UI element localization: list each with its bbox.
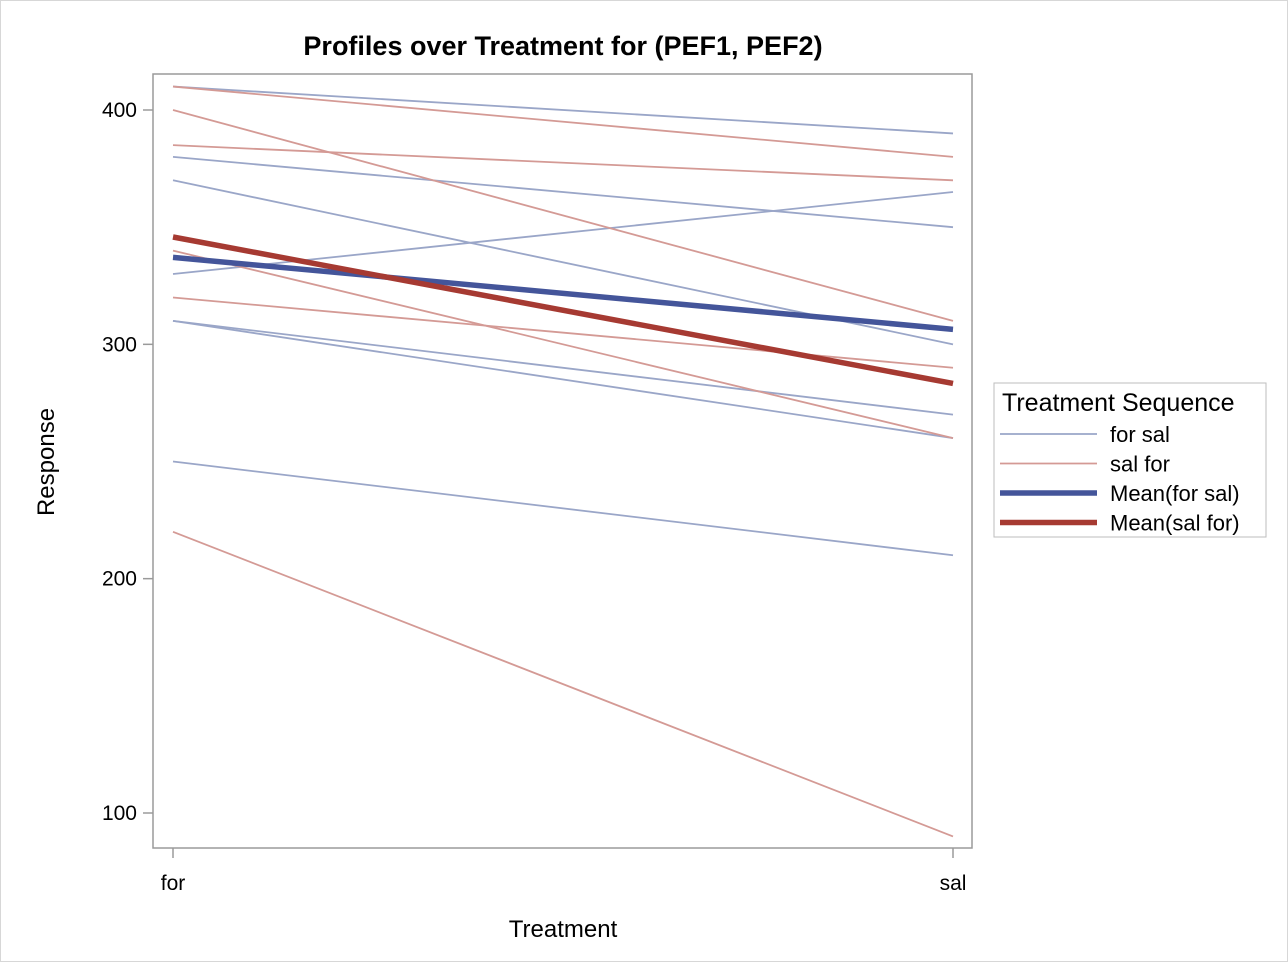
- legend-label-sal-for: sal for: [1110, 452, 1170, 477]
- profile-line-for-sal-2: [172, 155, 954, 229]
- x-axis: for sal: [161, 848, 967, 895]
- profile-line-sal-for-4: [172, 249, 954, 439]
- y-tick-label: 200: [102, 568, 137, 591]
- plot-area: [152, 73, 973, 849]
- legend-label-mean-for-sal: Mean(for sal): [1110, 481, 1240, 506]
- legend-label-mean-sal-for: Mean(sal for): [1110, 511, 1240, 536]
- profile-line-for-sal-5: [172, 320, 954, 416]
- y-tick-label: 300: [102, 333, 137, 356]
- x-axis-label: Treatment: [509, 916, 618, 943]
- profile-line-sal-for-2: [172, 109, 954, 322]
- legend-title: Treatment Sequence: [1002, 389, 1235, 417]
- series-lines: [172, 85, 954, 838]
- y-tick-label: 400: [102, 99, 137, 122]
- x-tick-label: for: [161, 872, 186, 895]
- profile-line-sal-for-1: [172, 85, 954, 158]
- chart-title: Profiles over Treatment for (PEF1, PEF2): [303, 31, 822, 61]
- mean-line-mean-for-sal: [172, 254, 954, 333]
- legend-box: [993, 382, 1267, 538]
- profile-line-sal-for-3: [172, 144, 954, 182]
- y-axis: 100 200 300 400: [102, 99, 153, 825]
- mean-line-mean-sal-for: [172, 234, 954, 387]
- profile-line-sal-for-5: [172, 296, 954, 369]
- x-tick-label: sal: [940, 872, 967, 895]
- profile-line-for-sal-6: [172, 320, 954, 439]
- legend-label-for-sal: for sal: [1110, 422, 1170, 447]
- profile-line-for-sal-1: [172, 85, 954, 135]
- legend-items: for sal sal for Mean(for sal) Mean(sal for): [1000, 422, 1240, 536]
- profile-line-sal-for-6: [172, 530, 954, 838]
- y-axis-label: Response: [33, 408, 60, 516]
- profile-line-for-sal-7: [172, 460, 954, 557]
- y-tick-label: 100: [102, 802, 137, 825]
- legend: Treatment Sequence for sal sal for Mean(fo…: [993, 382, 1267, 538]
